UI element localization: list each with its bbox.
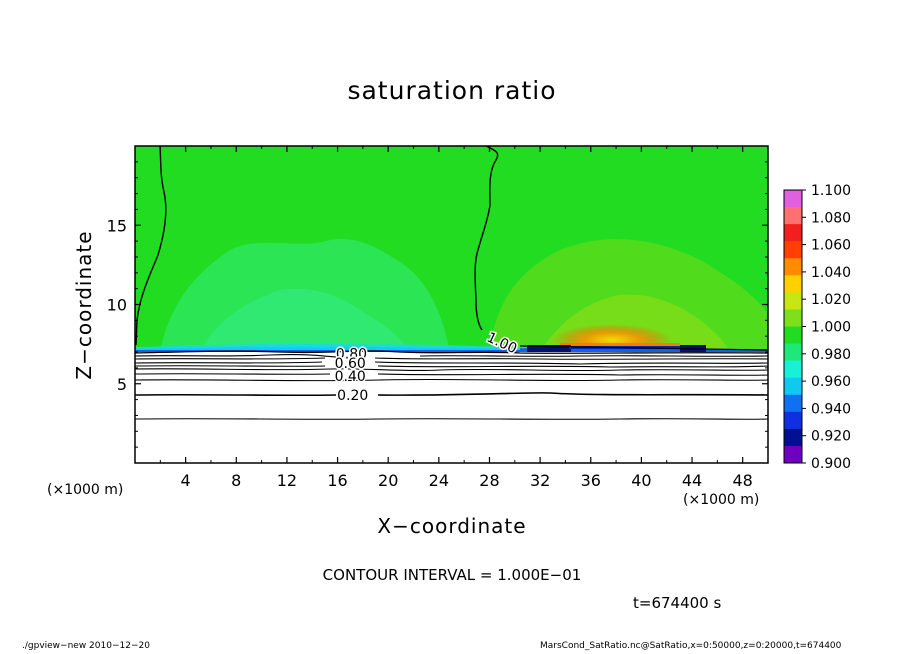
field-white-region: [135, 352, 768, 463]
field-dark-block-1: [527, 345, 571, 354]
field-orange-strip: [560, 343, 680, 348]
contour-line-0.70: [135, 361, 768, 365]
colorbar: 1.100 1.080 1.060 1.040 1.020 1.000 0.980 0.960…: [783, 183, 851, 472]
x-tick-label: 36: [581, 471, 601, 490]
colorbar-swatch: [784, 343, 802, 362]
x-tick-label: 48: [733, 471, 753, 490]
colorbar-swatch: [784, 241, 802, 259]
contour-line-1.00-low: [519, 345, 768, 351]
contour-interval-note: CONTOUR INTERVAL = 1.000E−01: [322, 566, 582, 584]
colorbar-swatch: [784, 445, 802, 464]
x-tick-label: 4: [181, 471, 191, 490]
colorbar-label: 1.040: [811, 265, 851, 281]
contour-label: 0.20: [337, 388, 368, 404]
field-dark-block-3: [680, 345, 706, 354]
contour-label: 0.40: [335, 369, 366, 385]
contour-label-halo: 0.40: [335, 369, 366, 385]
colorbar-swatch: [784, 326, 802, 345]
contour-line-0.60: [135, 365, 768, 368]
contour-label-halo: 0.80: [336, 347, 367, 363]
colorbar-swatch: [784, 377, 802, 396]
colorbar-label: 1.100: [811, 183, 851, 199]
x-axis-unit-label: (×1000 m): [683, 492, 760, 508]
colorbar-swatch: [784, 258, 802, 276]
colorbar-label: 0.900: [811, 456, 851, 472]
colorbar-label: 1.060: [811, 238, 851, 254]
contour-line-0.30: [135, 378, 768, 382]
chart-title: saturation ratio: [347, 76, 557, 105]
field-light-patch-inner: [200, 288, 410, 352]
contour-line-1.00-left: [135, 146, 167, 346]
x-tick-label: 20: [378, 471, 398, 490]
footer-source-file: MarsCond_SatRatio.nc@SatRatio,x=0:50000,…: [540, 641, 842, 651]
colorbar-label: 1.020: [811, 292, 851, 308]
colorbar-swatch: [784, 360, 802, 379]
y-axis-ticks: 5 10 15: [107, 161, 768, 448]
colorbar-swatch: [784, 292, 802, 310]
y-tick-label: 15: [107, 216, 127, 235]
contour-line-0.80: [135, 357, 768, 360]
colorbar-swatch: [784, 224, 802, 242]
x-tick-label: 28: [479, 471, 499, 490]
y-axis-label: Z−coordinate: [72, 230, 96, 380]
x-tick-label: 40: [631, 471, 651, 490]
contour-line-0.40: [135, 373, 768, 376]
colorbar-swatch: [784, 411, 802, 430]
colorbar-label: 0.960: [811, 374, 851, 390]
colorbar-swatch: [784, 207, 802, 225]
colorbar-label: 0.940: [811, 401, 851, 417]
contour-field: [135, 146, 768, 463]
contour-line-0.10: [135, 418, 768, 420]
contour-label-halo: 0.60: [335, 356, 366, 372]
colorbar-label: 1.000: [811, 320, 851, 336]
colorbar-swatch: [784, 394, 802, 413]
x-tick-label: 24: [429, 471, 449, 490]
time-stamp: t=674400 s: [633, 594, 722, 612]
contour-line-0.85: [135, 354, 768, 358]
contour-line-0.90: [135, 350, 768, 354]
x-axis-label: X−coordinate: [377, 514, 527, 538]
colorbar-label: 0.920: [811, 429, 851, 445]
contour-label: 0.60: [335, 356, 366, 372]
contour-line-1.00-mid: [474, 146, 499, 331]
colorbar-label: 1.080: [811, 210, 851, 226]
x-tick-label: 8: [231, 471, 241, 490]
colorbar-swatch: [784, 275, 802, 293]
contour-label-halo: 0.20: [337, 388, 368, 404]
y-tick-label: 5: [117, 375, 127, 394]
field-cyan-band: [135, 343, 520, 350]
x-tick-label: 32: [530, 471, 550, 490]
x-tick-label: 12: [277, 471, 297, 490]
contour-line-0.50: [135, 368, 768, 372]
x-axis-ticks: 4 8 12 16 20 24 28 32 36 40 44 48: [159, 146, 753, 490]
contour-label: 0.80: [336, 347, 367, 363]
colorbar-swatch: [784, 428, 802, 447]
colorbar-label: 0.980: [811, 347, 851, 363]
footer-program-date: ./gpview−new 2010−12−20: [22, 641, 150, 651]
x-tick-label: 44: [682, 471, 702, 490]
y-tick-label: 10: [107, 296, 127, 315]
x-tick-label: 16: [327, 471, 347, 490]
colorbar-swatch: [784, 309, 802, 327]
y-axis-unit-label: (×1000 m): [47, 482, 124, 498]
colorbar-swatch: [784, 190, 802, 208]
contour-line-0.20: [135, 392, 768, 397]
